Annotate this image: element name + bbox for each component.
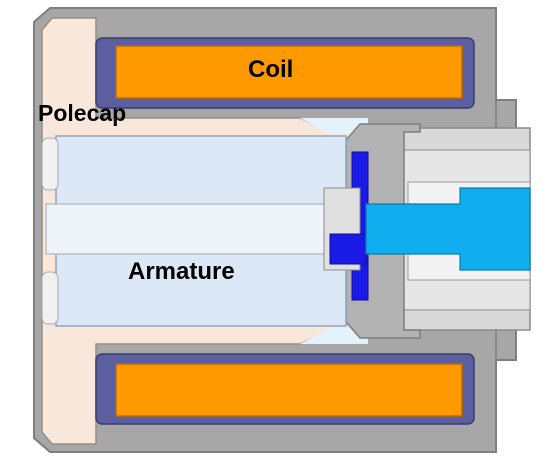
polecap-label: Polecap <box>38 100 127 126</box>
push-pin <box>365 187 531 271</box>
armature-label: Armature <box>128 258 235 285</box>
air-gap-top <box>300 118 368 134</box>
armature-bore <box>45 203 327 255</box>
polecap-pocket-top <box>41 137 59 191</box>
valve-stem <box>329 233 367 265</box>
air-gap-bottom <box>300 328 368 344</box>
polecap-pocket-bottom <box>41 271 59 325</box>
coil-winding-top <box>115 45 463 99</box>
coil-winding-bottom <box>115 363 463 417</box>
coil-label: Coil <box>248 56 294 83</box>
